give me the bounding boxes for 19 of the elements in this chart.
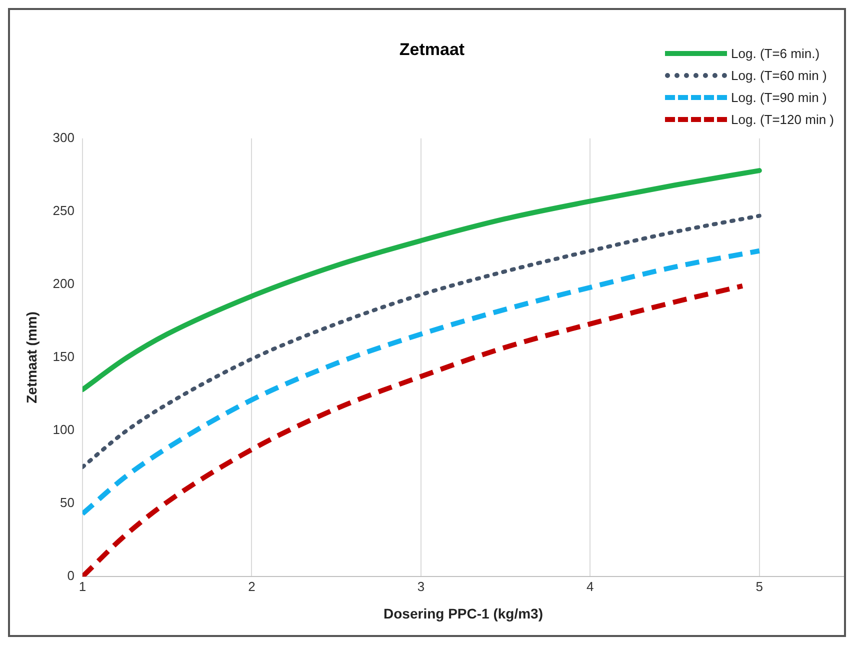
x-tick-label: 5: [756, 578, 764, 594]
y-tick-label: 100: [52, 422, 74, 438]
y-tick-label: 200: [52, 276, 74, 292]
y-tick-label: 50: [60, 495, 74, 510]
legend-label: Log. (T=6 min.): [731, 46, 820, 61]
y-tick-label: 250: [52, 203, 74, 218]
legend-label: Log. (T=90 min ): [731, 90, 827, 105]
y-tick-label: 150: [52, 349, 74, 364]
y-tick-label: 0: [67, 568, 74, 584]
chart-title: Zetmaat: [399, 40, 465, 59]
x-tick-label: 3: [417, 578, 425, 594]
x-tick-label: 2: [248, 578, 256, 594]
x-tick-label: 4: [586, 578, 594, 594]
legend-label: Log. (T=60 min ): [731, 68, 827, 83]
y-tick-label: 300: [52, 130, 74, 145]
y-axis-title: Zetmaat (mm): [23, 312, 40, 404]
legend-label: Log. (T=120 min ): [731, 112, 834, 127]
line-series: [82, 214, 762, 470]
x-tick-label: 1: [78, 578, 86, 594]
